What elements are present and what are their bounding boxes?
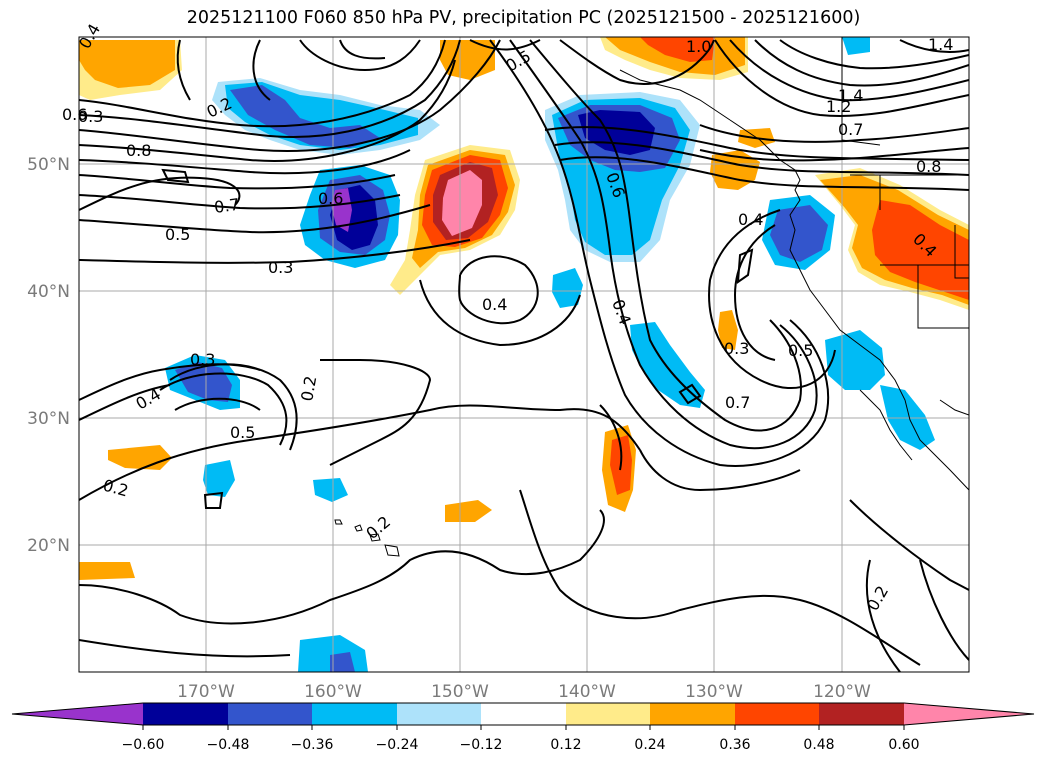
colorbar-segment	[904, 703, 1034, 725]
pv-contours	[79, 39, 969, 672]
colorbar-segment	[397, 703, 481, 725]
lat-label: 40°N	[27, 282, 70, 302]
precip-positive-area	[710, 150, 760, 190]
precip-negative-area	[313, 478, 348, 502]
colorbar-tick-label: 0.48	[803, 737, 834, 753]
colorbar-tick-label: −0.12	[460, 737, 503, 753]
lon-label: 160°W	[304, 682, 362, 702]
lon-label: 140°W	[558, 682, 616, 702]
contour-label: 0.3	[724, 339, 749, 358]
colorbar-segment	[819, 703, 904, 725]
lat-label: 50°N	[27, 155, 70, 175]
precip-negative-area	[175, 362, 232, 402]
precip-negative-area	[331, 188, 352, 232]
colorbar-segment	[735, 703, 819, 725]
contour-label: 0.3	[190, 350, 215, 369]
colorbar-segment	[566, 703, 650, 725]
precip-shading	[79, 37, 969, 672]
graticule	[79, 37, 969, 672]
precip-negative-area	[842, 37, 870, 55]
precip-positive-area	[79, 562, 135, 580]
precip-positive-area	[872, 200, 969, 300]
colorbar-tick-label: 0.36	[719, 737, 750, 753]
precip-positive-area	[445, 500, 492, 522]
precip-negative-area	[825, 330, 885, 390]
contour-label: 0.5	[230, 423, 255, 442]
map-title: 2025121100 F060 850 hPa PV, precipitatio…	[186, 8, 861, 28]
contour-label: 0.6	[318, 189, 343, 208]
longitude-labels: 170°W 160°W 150°W 140°W 130°W 120°W	[177, 682, 871, 702]
colorbar-segment	[228, 703, 312, 725]
contour-label: 0.6	[62, 105, 87, 124]
colorbar-segment	[481, 703, 566, 725]
precip-negative-area	[578, 110, 655, 155]
colorbar-tick-label: 0.24	[634, 737, 665, 753]
lon-label: 150°W	[431, 682, 489, 702]
precip-positive-area	[442, 170, 482, 236]
colorbar-segment	[12, 703, 143, 725]
contour-label: 0.5	[165, 225, 190, 244]
precip-negative-area	[770, 205, 828, 262]
colorbar-segment	[312, 703, 397, 725]
hawaii-islands	[334, 519, 400, 557]
precip-positive-area	[718, 310, 738, 350]
precip-positive-area	[79, 40, 175, 88]
colorbar-segment	[650, 703, 735, 725]
contour-label: 0.3	[268, 258, 293, 277]
contour-label: 0.5	[788, 341, 813, 360]
precip-negative-area	[330, 652, 355, 672]
coastlines	[619, 37, 969, 491]
lon-label: 170°W	[177, 682, 235, 702]
lat-label: 30°N	[27, 409, 70, 429]
colorbar-segment	[143, 703, 228, 725]
contour-label: 0.3	[78, 107, 103, 126]
colorbar: −0.60 −0.48 −0.36 −0.24 −0.12 0.12 0.24 …	[11, 702, 1035, 753]
contour-label: 1.4	[928, 35, 953, 54]
lat-label: 20°N	[27, 536, 70, 556]
lon-label: 120°W	[813, 682, 871, 702]
contour-label: 0.8	[916, 157, 941, 176]
colorbar-tick-label: −0.24	[376, 737, 419, 753]
precip-negative-area	[552, 268, 583, 308]
colorbar-tick-label: 0.60	[888, 737, 919, 753]
precip-negative-area	[630, 322, 705, 408]
precip-negative-area	[203, 460, 235, 497]
contour-label: 1.4	[838, 86, 863, 105]
contour-label: 0.8	[126, 141, 151, 160]
map-content	[79, 37, 969, 672]
contour-label: 0.2	[297, 374, 320, 402]
contour-label: 1.0	[686, 37, 711, 56]
contour-label: 0.7	[213, 195, 241, 217]
contour-label: 0.4	[738, 210, 763, 229]
colorbar-tick-label: −0.60	[122, 737, 165, 753]
colorbar-tick-label: 0.12	[550, 737, 581, 753]
latitude-labels: 50°N 40°N 30°N 20°N	[27, 155, 70, 556]
contour-label: 0.7	[838, 120, 863, 139]
colorbar-tick-label: −0.48	[207, 737, 250, 753]
lon-label: 130°W	[685, 682, 743, 702]
contour-label: 0.7	[725, 393, 750, 412]
map-border	[78, 36, 970, 673]
precip-positive-area	[640, 37, 715, 62]
colorbar-tick-label: −0.36	[291, 737, 334, 753]
contour-label: 1.2	[826, 97, 851, 116]
colorbar-ticks	[142, 725, 905, 730]
contour-label: 0.4	[482, 295, 507, 314]
